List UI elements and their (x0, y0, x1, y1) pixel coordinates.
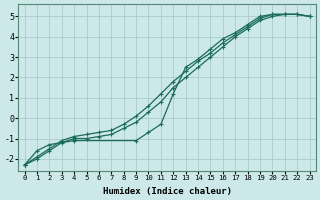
X-axis label: Humidex (Indice chaleur): Humidex (Indice chaleur) (103, 187, 232, 196)
